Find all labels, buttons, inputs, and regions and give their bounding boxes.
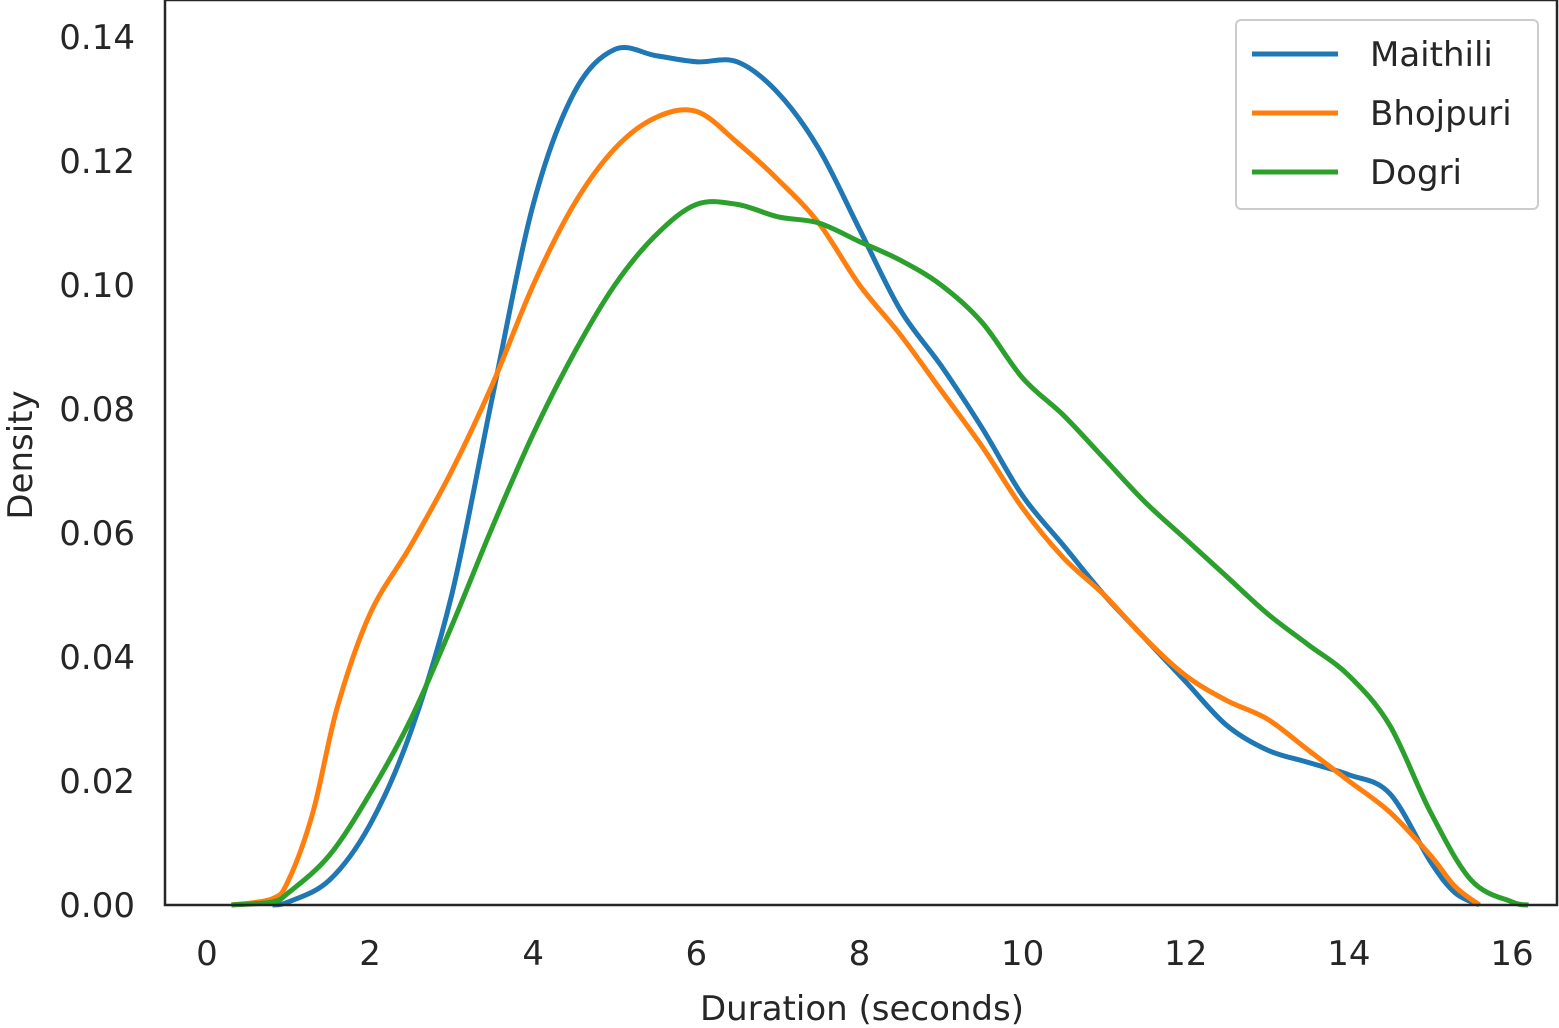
x-tick-label: 16 [1490,934,1533,974]
legend-label-maithili: Maithili [1370,35,1493,75]
y-axis-label: Density [1,390,41,519]
y-tick-label: 0.14 [59,18,135,58]
y-tick-label: 0.02 [59,762,135,802]
y-tick-label: 0.12 [59,142,135,182]
x-tick-label: 6 [686,934,708,974]
legend-box [1235,19,1539,210]
legend: Maithili Bhojpuri Dogri [1235,19,1539,210]
x-tick-label: 12 [1164,934,1207,974]
y-tick-label: 0.06 [59,514,135,554]
series-line-maithili [271,44,1481,908]
y-axis-ticks: 0.00 0.02 0.04 0.06 0.08 0.10 0.12 0.14 [59,18,135,926]
legend-label-dogri: Dogri [1370,153,1462,193]
legend-label-bhojpuri: Bhojpuri [1370,94,1512,134]
y-tick-label: 0.00 [59,886,135,926]
x-axis-label: Duration (seconds) [700,989,1024,1028]
series-line-dogri [231,199,1529,908]
x-axis-ticks: 0 2 4 6 8 10 12 14 16 [196,934,1533,974]
y-tick-label: 0.04 [59,638,135,678]
y-tick-label: 0.10 [59,266,135,306]
y-tick-label: 0.08 [59,390,135,430]
plot-frame [163,0,1559,907]
x-tick-label: 4 [522,934,544,974]
x-tick-label: 0 [196,934,218,974]
x-tick-label: 2 [359,934,381,974]
x-tick-label: 10 [1001,934,1044,974]
series-layer [231,44,1529,908]
x-tick-label: 8 [849,934,871,974]
x-tick-label: 14 [1327,934,1370,974]
